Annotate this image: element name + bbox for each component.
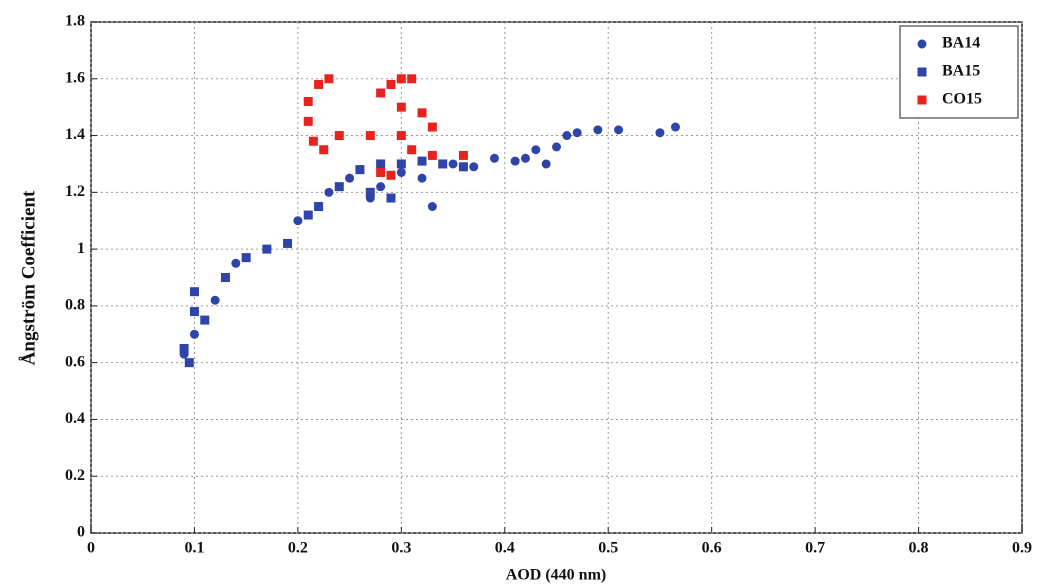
x-tick-label: 0.2 (288, 540, 308, 557)
point (427, 122, 437, 132)
point (189, 307, 199, 317)
y-tick-label: 1.4 (65, 126, 85, 143)
point (458, 162, 468, 172)
y-tick-label: 0.4 (65, 410, 85, 427)
point (670, 122, 680, 132)
point (396, 74, 406, 84)
point (417, 173, 427, 183)
point (376, 88, 386, 98)
point (324, 74, 334, 84)
point (438, 159, 448, 169)
y-tick-label: 0.6 (65, 353, 85, 370)
y-tick-label: 1 (77, 240, 85, 257)
x-tick-label: 0.4 (495, 540, 515, 557)
legend-label: CO15 (942, 91, 982, 108)
point (303, 116, 313, 126)
point (427, 150, 437, 160)
legend-label: BA14 (942, 35, 980, 52)
x-tick-label: 0.9 (1012, 540, 1032, 557)
point (293, 216, 303, 226)
point (520, 153, 530, 163)
x-tick-label: 0 (87, 540, 95, 557)
point (303, 210, 313, 220)
y-tick-label: 1.6 (65, 69, 85, 86)
point (458, 150, 468, 160)
point (314, 79, 324, 89)
point (386, 170, 396, 180)
point (386, 193, 396, 203)
y-tick-label: 0.2 (65, 467, 85, 484)
point (541, 159, 551, 169)
x-tick-label: 0.7 (805, 540, 825, 557)
point (200, 315, 210, 325)
point (210, 295, 220, 305)
point (303, 96, 313, 106)
point (324, 187, 334, 197)
point (531, 145, 541, 155)
legend-marker (917, 39, 927, 49)
point (231, 258, 241, 268)
x-tick-label: 0.8 (909, 540, 929, 557)
point (396, 102, 406, 112)
point (489, 153, 499, 163)
point (572, 128, 582, 138)
point (562, 131, 572, 141)
point (417, 156, 427, 166)
point (396, 159, 406, 169)
point (417, 108, 427, 118)
point (262, 244, 272, 254)
point (376, 159, 386, 169)
point (552, 142, 561, 152)
point (220, 273, 230, 282)
point (407, 74, 417, 84)
point (334, 131, 344, 141)
point (448, 159, 458, 169)
point (376, 182, 386, 192)
point (189, 287, 199, 297)
y-tick-label: 1.8 (65, 13, 85, 30)
point (189, 329, 199, 339)
x-tick-label: 0.3 (391, 540, 411, 557)
y-tick-label: 0.8 (65, 297, 85, 314)
y-tick-label: 1.2 (65, 183, 85, 200)
point (510, 156, 520, 166)
point (396, 131, 406, 141)
point (396, 167, 406, 177)
x-tick-label: 0.5 (598, 540, 618, 557)
point (376, 167, 386, 177)
point (241, 253, 251, 263)
point (314, 202, 324, 212)
x-tick-label: 0.6 (702, 540, 722, 557)
plot-frame (90, 21, 1023, 534)
point (319, 145, 329, 155)
point (334, 182, 344, 192)
point (179, 343, 189, 353)
point (345, 173, 355, 183)
point (184, 358, 194, 368)
point (614, 125, 624, 135)
x-tick-label: 0.1 (184, 540, 204, 557)
legend-label: BA15 (942, 63, 980, 80)
point (365, 131, 375, 141)
point (365, 187, 375, 197)
y-axis-label: Ångström Coefficient (18, 190, 39, 365)
point (427, 202, 437, 212)
legend-marker (917, 95, 927, 105)
point (469, 162, 479, 172)
point (386, 79, 396, 89)
point (593, 125, 603, 135)
x-axis-label: AOD (440 nm) (506, 567, 606, 584)
point (655, 128, 665, 138)
point (355, 165, 365, 175)
point (283, 238, 293, 248)
point (407, 145, 417, 155)
point (308, 136, 318, 146)
y-tick-label: 0 (77, 524, 85, 541)
legend-marker (917, 67, 927, 77)
